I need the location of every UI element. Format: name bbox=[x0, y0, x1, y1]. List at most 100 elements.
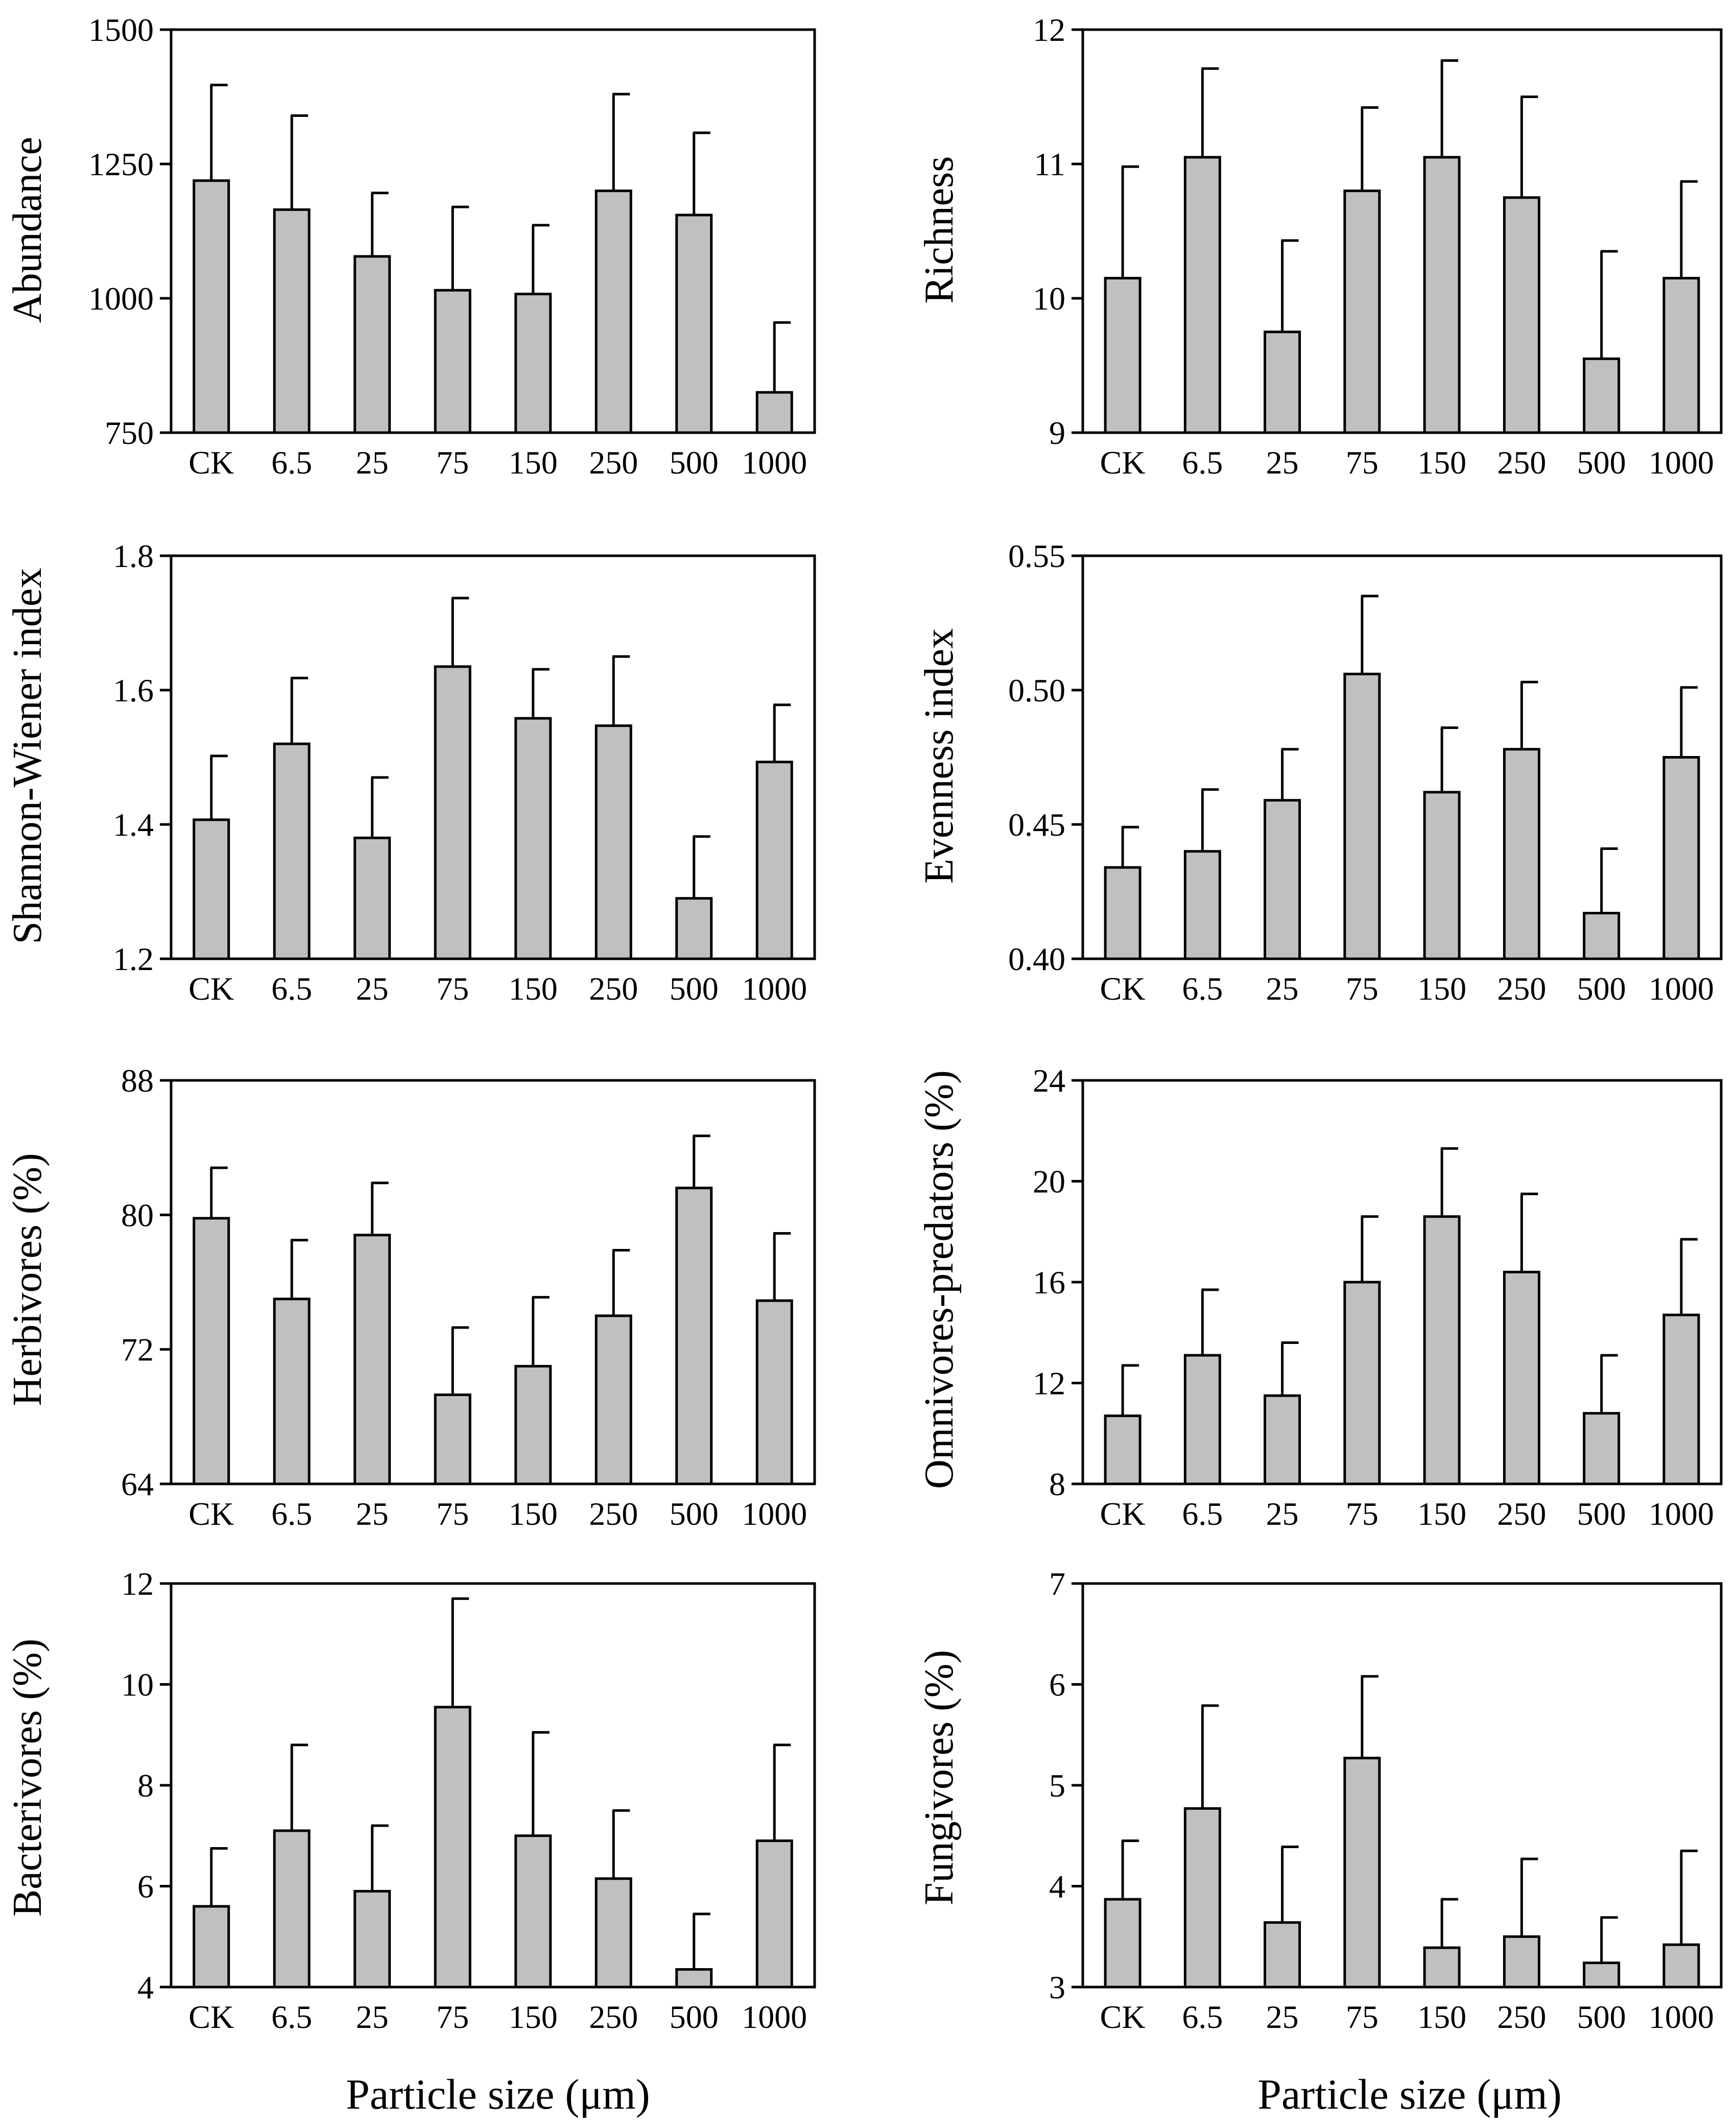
bar bbox=[594, 1314, 632, 1485]
bar bbox=[514, 1365, 552, 1485]
bar bbox=[675, 214, 713, 434]
ylabel-herbivores: Herbivores (%) bbox=[5, 1153, 50, 1406]
x-tick-label: 150 bbox=[1417, 971, 1466, 1007]
x-tick-label: 25 bbox=[1266, 1496, 1299, 1532]
x-tick-label: 25 bbox=[356, 1999, 389, 2035]
x-axis-title-left: Particle size (μm) bbox=[346, 2071, 650, 2118]
bar bbox=[675, 1187, 713, 1485]
y-tick-label: 72 bbox=[121, 1332, 154, 1368]
y-tick-label: 88 bbox=[121, 1062, 154, 1099]
ylabel-bacterivores: Bacterivores (%) bbox=[5, 1639, 50, 1917]
y-tick-label: 12 bbox=[1033, 12, 1065, 48]
x-tick-label: 6.5 bbox=[1182, 971, 1223, 1007]
y-tick-label: 1250 bbox=[88, 146, 154, 182]
panel-abundance: 750 1000 1250 1500 CK 6.5 25 75 150 250 500 1000 bbox=[88, 12, 816, 481]
x-tick-label: 25 bbox=[356, 971, 389, 1007]
bar bbox=[755, 761, 793, 960]
plot-frame bbox=[1081, 1079, 1723, 1485]
panel-fungivores: 3 4 5 6 7 CK 6.5 25 75 150 250 500 1000 bbox=[1049, 1566, 1723, 2035]
x-tick-label: 500 bbox=[670, 1496, 719, 1532]
bar bbox=[353, 255, 391, 434]
x-tick-label: 150 bbox=[509, 444, 558, 481]
y-tick-label: 24 bbox=[1033, 1062, 1065, 1099]
bar bbox=[1503, 748, 1540, 960]
bar bbox=[1583, 1962, 1621, 1989]
x-tick-label: 6.5 bbox=[1182, 1496, 1223, 1532]
x-tick-label: 75 bbox=[1346, 1496, 1378, 1532]
x-tick-label: CK bbox=[188, 1496, 234, 1532]
bar bbox=[1662, 756, 1700, 960]
x-tick-label: 6.5 bbox=[271, 1999, 312, 2035]
bar bbox=[434, 1706, 471, 1989]
bar bbox=[755, 1839, 793, 1989]
y-tick-label: 0.55 bbox=[1008, 538, 1065, 574]
y-tick-label: 1.2 bbox=[113, 941, 154, 977]
x-tick-label: 150 bbox=[1417, 1999, 1466, 2035]
bar bbox=[1104, 866, 1142, 960]
bar bbox=[514, 1834, 552, 1989]
x-tick-label: 25 bbox=[1266, 971, 1299, 1007]
x-tick-label: 75 bbox=[436, 1999, 469, 2035]
plot-frame bbox=[1081, 28, 1723, 434]
y-tick-label: 0.50 bbox=[1008, 672, 1065, 708]
y-tick-label: 5 bbox=[1049, 1767, 1065, 1804]
x-tick-label: 25 bbox=[1266, 1999, 1299, 2035]
x-tick-label: 250 bbox=[589, 971, 638, 1007]
x-tick-label: 500 bbox=[1577, 1496, 1626, 1532]
bar bbox=[1104, 277, 1142, 434]
plot-frame bbox=[1081, 1582, 1723, 1989]
bar bbox=[193, 179, 230, 434]
x-tick-label: 75 bbox=[436, 444, 469, 481]
y-tick-label: 12 bbox=[121, 1566, 154, 1602]
bar bbox=[1264, 1394, 1301, 1485]
bar bbox=[1583, 912, 1621, 960]
x-tick-label: 1000 bbox=[742, 1496, 807, 1532]
x-tick-label: 25 bbox=[356, 1496, 389, 1532]
x-tick-label: CK bbox=[1100, 1496, 1146, 1532]
bar bbox=[1264, 1921, 1301, 1989]
y-tick-label: 10 bbox=[121, 1667, 154, 1703]
bar bbox=[1423, 156, 1461, 434]
bar bbox=[273, 742, 311, 960]
x-tick-label: 1000 bbox=[1649, 1999, 1714, 2035]
y-tick-label: 7 bbox=[1049, 1566, 1065, 1602]
y-tick-label: 6 bbox=[137, 1869, 154, 1905]
x-tick-label: 500 bbox=[670, 1999, 719, 2035]
x-tick-label: CK bbox=[188, 971, 234, 1007]
bar bbox=[1583, 357, 1621, 434]
bar bbox=[193, 1217, 230, 1485]
bar bbox=[675, 897, 713, 960]
bar bbox=[434, 289, 471, 434]
panel-shannon-wiener: 1.2 1.4 1.6 1.8 CK 6.5 25 75 150 250 500 1000 bbox=[113, 538, 816, 1007]
panel-bacterivores: 4 6 8 10 12 CK 6.5 25 75 150 250 500 1000 bbox=[121, 1566, 816, 2035]
x-tick-label: 6.5 bbox=[271, 971, 312, 1007]
x-tick-label: 1000 bbox=[742, 971, 807, 1007]
x-tick-label: 150 bbox=[509, 1496, 558, 1532]
y-tick-label: 1.8 bbox=[113, 538, 154, 574]
bar bbox=[273, 1297, 311, 1485]
x-tick-label: 250 bbox=[1497, 1999, 1546, 2035]
ylabel-fungivores: Fungivores (%) bbox=[917, 1650, 962, 1905]
y-tick-label: 8 bbox=[137, 1767, 154, 1804]
bar bbox=[514, 717, 552, 960]
x-tick-label: 25 bbox=[356, 444, 389, 481]
bar bbox=[1104, 1414, 1142, 1485]
bar bbox=[594, 724, 632, 960]
x-tick-label: 1000 bbox=[742, 1999, 807, 2035]
x-tick-label: 1000 bbox=[742, 444, 807, 481]
bar bbox=[594, 190, 632, 434]
x-tick-label: 250 bbox=[1497, 971, 1546, 1007]
x-tick-label: 75 bbox=[436, 1496, 469, 1532]
x-tick-label: CK bbox=[1100, 444, 1146, 481]
bar bbox=[434, 1393, 471, 1485]
bar bbox=[1183, 1354, 1221, 1485]
y-tick-label: 20 bbox=[1033, 1164, 1065, 1200]
bar bbox=[755, 1299, 793, 1485]
y-tick-label: 1000 bbox=[88, 280, 154, 317]
bar bbox=[755, 391, 793, 434]
ylabel-omnivores-predators: Omnivores-predators (%) bbox=[917, 1070, 962, 1489]
y-tick-label: 16 bbox=[1033, 1264, 1065, 1301]
bar bbox=[1423, 1946, 1461, 1989]
plot-frame bbox=[170, 28, 816, 434]
x-tick-label: 500 bbox=[1577, 1999, 1626, 2035]
